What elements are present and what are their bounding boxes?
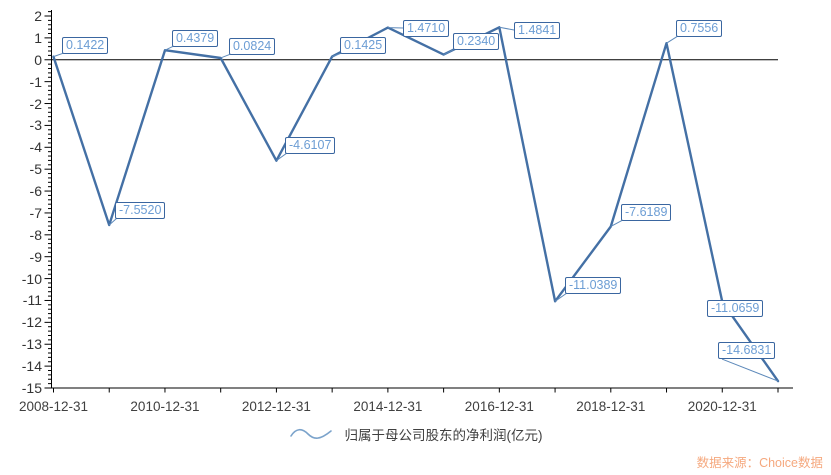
data-label: 1.4841 <box>514 21 561 39</box>
data-source-label: 数据来源：Choice数据 <box>696 456 823 470</box>
data-label: -4.6107 <box>285 136 336 154</box>
y-tick-label: -11 <box>22 292 42 309</box>
y-tick-label: -10 <box>21 270 42 287</box>
y-tick-label: -3 <box>29 117 42 134</box>
data-label: -7.6189 <box>621 203 672 221</box>
y-tick-label: -9 <box>29 248 42 265</box>
y-tick-label: -7 <box>29 204 42 221</box>
data-label: 0.0824 <box>228 37 276 55</box>
data-label: -14.6831 <box>717 342 776 360</box>
y-tick-label: -8 <box>29 226 42 243</box>
data-label: -11.0389 <box>564 277 622 295</box>
x-tick-label: 2010-12-31 <box>130 399 200 414</box>
y-tick-label: -13 <box>21 336 42 353</box>
y-tick-label: -1 <box>29 73 42 90</box>
data-label: 0.1425 <box>339 36 387 54</box>
x-tick-label: 2018-12-31 <box>576 399 646 414</box>
data-label: 0.4379 <box>171 29 219 47</box>
y-tick-label: -2 <box>29 95 42 112</box>
x-tick-label: 2012-12-31 <box>241 399 311 414</box>
y-tick-label: -14 <box>21 358 42 375</box>
x-tick-label: 2016-12-31 <box>464 399 534 414</box>
data-label: -7.5520 <box>115 202 166 220</box>
data-label: 0.1422 <box>62 36 109 54</box>
y-tick-label: -12 <box>21 314 42 331</box>
data-label: 0.2340 <box>453 32 500 50</box>
y-tick-label: -15 <box>21 380 42 396</box>
wave-line-icon <box>289 428 332 439</box>
y-tick-label: -5 <box>29 161 42 178</box>
data-label: -11.0659 <box>706 300 764 317</box>
legend-label: 归属于母公司股东的净利润(亿元) <box>344 428 543 443</box>
series-line <box>52 26 780 383</box>
y-tick-label: 0 <box>34 51 42 68</box>
y-tick-label: -4 <box>29 139 42 156</box>
x-tick-label: 2008-12-31 <box>18 399 89 414</box>
legend[interactable]: 归属于母公司股东的净利润(亿元) <box>0 424 831 444</box>
y-tick-label: 2 <box>34 8 42 24</box>
y-tick-label: 1 <box>34 29 42 46</box>
x-tick-label: 2014-12-31 <box>353 399 423 414</box>
data-label: 0.7556 <box>676 19 723 37</box>
x-tick-label: 2020-12-31 <box>687 399 757 414</box>
y-tick-label: -6 <box>29 183 42 200</box>
data-label: 1.4710 <box>402 19 450 37</box>
